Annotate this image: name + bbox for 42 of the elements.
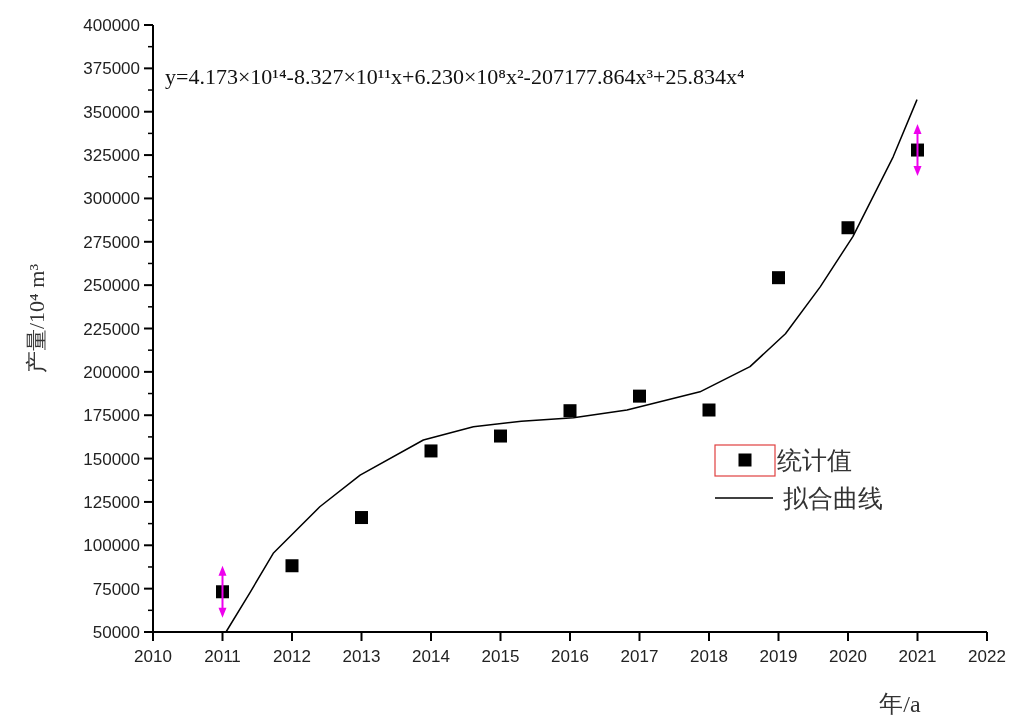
point [494,429,507,443]
x-tick-label: 2021 [898,647,937,666]
point [772,271,785,285]
x-tick-label: 2011 [204,647,241,666]
y-tick-label: 125000 [83,492,140,512]
x-tick-label: 2022 [968,647,1006,666]
y-tick-label: 50000 [92,623,140,642]
point [285,559,299,573]
point [424,444,438,458]
y-tick-label: 300000 [83,189,140,209]
y-tick-label: 200000 [83,362,140,382]
x-tick-label: 2019 [759,647,798,666]
annotation: y=4.173×10¹⁴-8.327×10¹¹x+6.230×10⁸x²-207177.864x³+25.834x⁴ [165,64,745,89]
x-tick-label: 2015 [481,647,520,666]
x-tick-label: 2020 [829,647,867,666]
point [702,403,716,417]
y-tick-label: 400000 [83,16,140,35]
y-tick-label: 325000 [83,146,140,166]
legend-label: 拟合曲线 [783,484,883,512]
y-tick-label: 375000 [83,59,140,79]
y-tick-label: 225000 [83,319,140,339]
y-tick-label: 250000 [83,276,140,296]
y-tick-label: 275000 [83,232,140,252]
x-tick-label: 2016 [551,647,589,666]
x-tick-label: 2014 [412,647,450,666]
point [355,511,368,525]
point [633,389,646,403]
x-tick-label: 2010 [134,647,172,666]
y-tick-label: 175000 [83,406,140,426]
y-tick-label: 75000 [92,579,140,599]
y-tick-label: 350000 [83,102,140,122]
x-tick-label: 2013 [342,647,381,666]
y-tick-label: 100000 [83,536,140,556]
x-axis-title: 年/a [879,691,921,717]
point [563,404,577,418]
x-tick-label: 2012 [273,647,311,666]
y-tick-label: 150000 [83,449,140,469]
point [841,221,855,235]
legend-label: 统计值 [777,446,852,474]
x-tick-label: 2018 [690,647,728,666]
x-tick-label: 2017 [620,647,659,666]
y-axis-title: 产量/10⁴ m³ [24,263,49,373]
